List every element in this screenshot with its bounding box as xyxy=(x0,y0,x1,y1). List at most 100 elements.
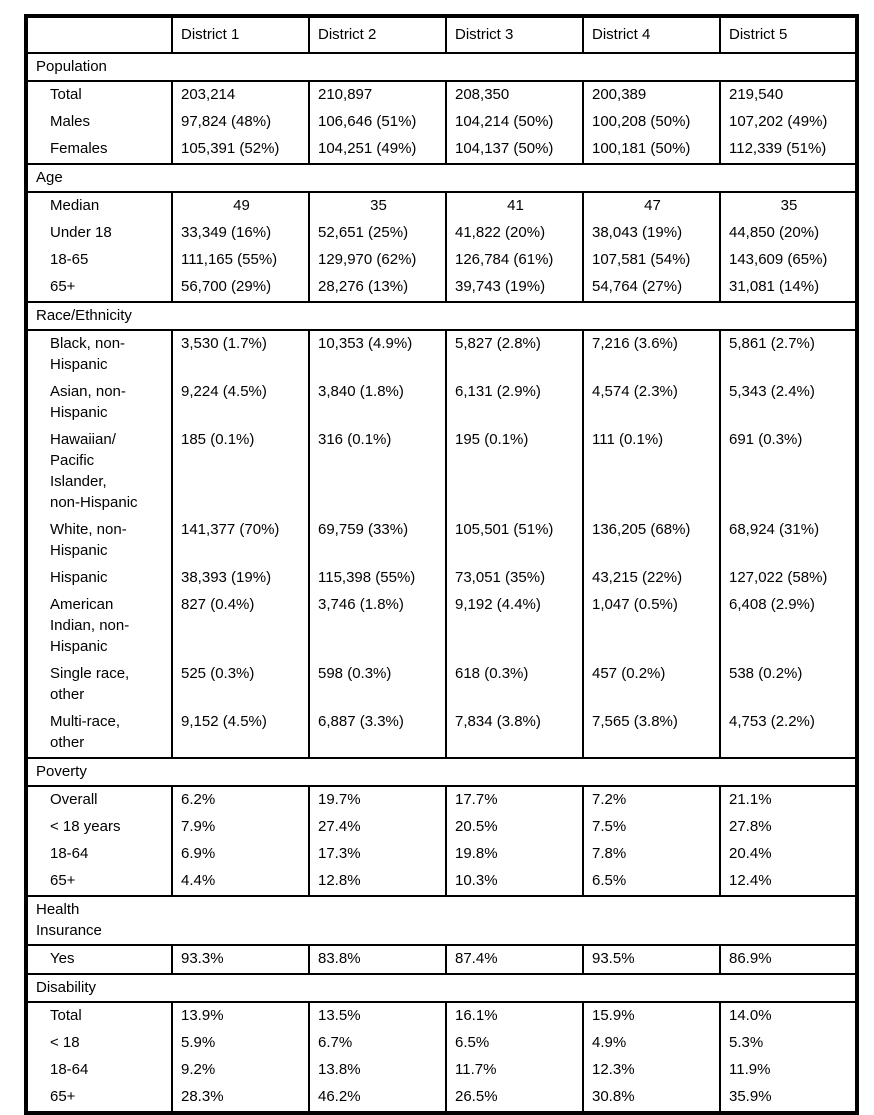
cell-district-1: 13.9% xyxy=(171,1002,310,1030)
cell-district-3: 39,743 (19%) xyxy=(445,274,584,302)
section-title-poverty: Poverty xyxy=(26,757,857,787)
cell-value: 35.9% xyxy=(729,1088,772,1105)
row-total: Total 13.9% 13.5% 16.1% 15.9% 14.0% xyxy=(25,1002,858,1030)
cell-value: 4,574 (2.3%) xyxy=(592,383,678,400)
cell-district-2: 115,398 (55%) xyxy=(308,565,447,592)
cell-value: 97,824 (48%) xyxy=(181,113,272,130)
cell-district-4: 12.3% xyxy=(582,1057,721,1084)
section-row-poverty: Poverty xyxy=(26,757,857,787)
cell-value: 126,784 (61%) xyxy=(455,251,554,268)
row-label-line: Hispanic xyxy=(50,356,108,373)
row-18-65: 18-65 111,165 (55%) 129,970 (62%) 126,784 (… xyxy=(25,247,858,274)
cell-value: 316 (0.1%) xyxy=(318,431,392,448)
cell-value: 104,137 (50%) xyxy=(455,140,554,157)
cell-value: 598 (0.3%) xyxy=(318,665,392,682)
cell-value: 17.7% xyxy=(455,791,498,808)
row-label-line: Single race, xyxy=(50,665,130,682)
cell-district-2: 10,353 (4.9%) xyxy=(308,330,447,379)
row-total: Total 203,214 210,897 208,350 200,389 219,540 xyxy=(25,81,858,109)
cell-district-4: 7,216 (3.6%) xyxy=(582,330,721,379)
cell-value: 104,251 (49%) xyxy=(318,140,417,157)
section-title-line: Insurance xyxy=(36,922,102,939)
cell-value: 33,349 (16%) xyxy=(181,224,272,241)
cell-value: 13.8% xyxy=(318,1061,361,1078)
cell-value: 54,764 (27%) xyxy=(592,278,683,295)
cell-value: 7.2% xyxy=(592,791,627,808)
cell-value: 6.9% xyxy=(181,845,216,862)
row-label: Yes xyxy=(25,945,173,974)
cell-district-2: 28,276 (13%) xyxy=(308,274,447,302)
cell-value: 19.7% xyxy=(318,791,361,808)
cell-district-2: 17.3% xyxy=(308,841,447,868)
cell-value: 11.7% xyxy=(455,1061,497,1078)
row-under-18: Under 18 33,349 (16%) 52,651 (25%) 41,822 (… xyxy=(25,220,858,247)
row-label-line: Median xyxy=(50,197,100,214)
cell-value: 20.4% xyxy=(729,845,772,862)
cell-district-5: 219,540 xyxy=(719,81,858,109)
cell-district-5: 21.1% xyxy=(719,786,858,814)
cell-value: 56,700 (29%) xyxy=(181,278,272,295)
row-65: 65+ 28.3% 46.2% 26.5% 30.8% 35.9% xyxy=(25,1084,858,1113)
cell-value: 105,391 (52%) xyxy=(181,140,280,157)
cell-district-2: 129,970 (62%) xyxy=(308,247,447,274)
cell-district-4: 7.5% xyxy=(582,814,721,841)
cell-district-1: 9.2% xyxy=(171,1057,310,1084)
cell-value: 1,047 (0.5%) xyxy=(592,596,678,613)
row-18-64: 18-64 6.9% 17.3% 19.8% 7.8% 20.4% xyxy=(25,841,858,868)
cell-value: 208,350 xyxy=(455,86,510,103)
cell-value: 5.3% xyxy=(729,1034,764,1051)
row-label: < 18 years xyxy=(25,814,173,841)
section-title-line: Age xyxy=(36,169,63,186)
cell-district-3: 20.5% xyxy=(445,814,584,841)
row-american: American Indian, non- Hispanic 827 (0.4%) 3,… xyxy=(25,592,858,661)
cell-district-1: 111,165 (55%) xyxy=(171,247,310,274)
cell-value: 5,827 (2.8%) xyxy=(455,335,541,352)
row-label-line: Hawaiian/ xyxy=(50,431,116,448)
cell-value: 44,850 (20%) xyxy=(729,224,820,241)
cell-value: 129,970 (62%) xyxy=(318,251,417,268)
row-label-line: Pacific xyxy=(50,452,95,469)
cell-district-4: 1,047 (0.5%) xyxy=(582,592,721,661)
cell-district-5: 14.0% xyxy=(719,1002,858,1030)
row-label-line: < 18 years xyxy=(50,818,121,835)
section-title-race-ethnicity: Race/Ethnicity xyxy=(26,301,857,331)
cell-district-3: 618 (0.3%) xyxy=(445,661,584,709)
row-label-line: Black, non- xyxy=(50,335,126,352)
row-label: Hawaiian/Pacific Islander, non-Hispanic xyxy=(25,427,173,517)
cell-district-1: 9,224 (4.5%) xyxy=(171,379,310,427)
row-label-line: other xyxy=(50,686,85,703)
cell-value: 11.9% xyxy=(729,1061,771,1078)
cell-value: 7,565 (3.8%) xyxy=(592,713,678,730)
row-males: Males 97,824 (48%) 106,646 (51%) 104,214 (5… xyxy=(25,109,858,136)
cell-district-5: 27.8% xyxy=(719,814,858,841)
cell-district-5: 20.4% xyxy=(719,841,858,868)
row-label-line: Males xyxy=(50,113,91,130)
cell-district-1: 56,700 (29%) xyxy=(171,274,310,302)
cell-value: 107,581 (54%) xyxy=(592,251,691,268)
row-label: Females xyxy=(25,136,173,164)
column-header-district-4: District 4 xyxy=(582,15,721,54)
row-label: 65+ xyxy=(25,1084,173,1113)
row-label: White, non- Hispanic xyxy=(25,517,173,565)
row-label-line: Hispanic xyxy=(50,542,108,559)
cell-value: 93.3% xyxy=(181,950,224,967)
row-yes: Yes 93.3% 83.8% 87.4% 93.5% 86.9% xyxy=(25,945,858,974)
cell-district-1: 4.4% xyxy=(171,868,310,896)
cell-district-5: 12.4% xyxy=(719,868,858,896)
cell-value: 195 (0.1%) xyxy=(455,431,529,448)
cell-value: 525 (0.3%) xyxy=(181,665,255,682)
cell-district-4: 100,208 (50%) xyxy=(582,109,721,136)
cell-district-4: 47 xyxy=(582,192,721,220)
cell-value: 93.5% xyxy=(592,950,635,967)
cell-district-2: 83.8% xyxy=(308,945,447,974)
cell-district-5: 5,861 (2.7%) xyxy=(719,330,858,379)
cell-district-4: 136,205 (68%) xyxy=(582,517,721,565)
cell-value: 30.8% xyxy=(592,1088,635,1105)
row-18-64: 18-64 9.2% 13.8% 11.7% 12.3% 11.9% xyxy=(25,1057,858,1084)
row-label: Multi-race, other xyxy=(25,709,173,758)
cell-district-2: 12.8% xyxy=(308,868,447,896)
row-label: < 18 xyxy=(25,1030,173,1057)
section-title-line: Poverty xyxy=(36,763,87,780)
row-label: American Indian, non- Hispanic xyxy=(25,592,173,661)
cell-district-4: 7.2% xyxy=(582,786,721,814)
